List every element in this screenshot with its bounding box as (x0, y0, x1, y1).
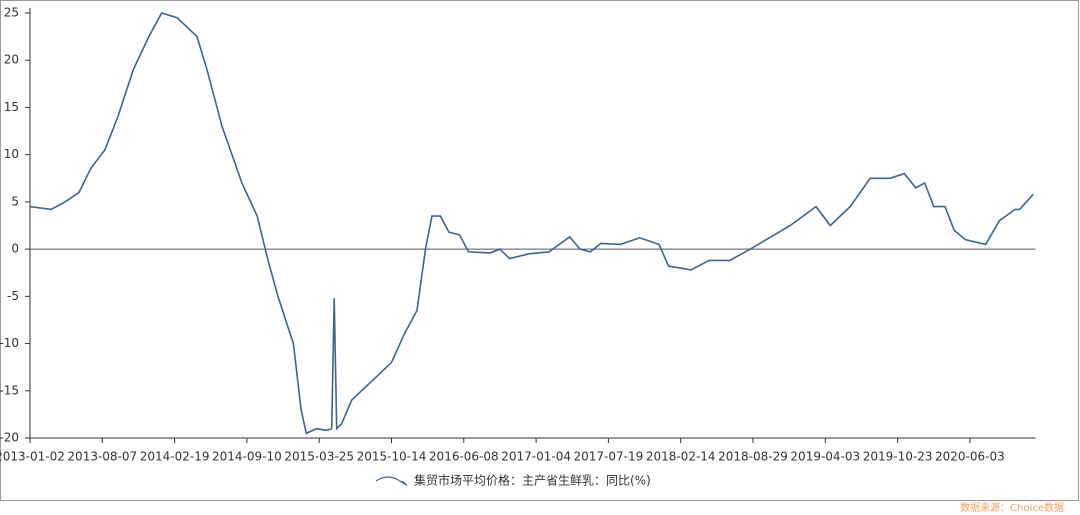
x-tick-label: 2018-02-14 (646, 450, 716, 464)
x-tick-label: 2016-06-08 (429, 450, 499, 464)
x-tick-label: 2019-04-03 (790, 450, 860, 464)
series-line (29, 12, 1034, 435)
y-tick-label: 25 (4, 6, 19, 20)
x-tick-label: 2017-01-04 (501, 450, 571, 464)
y-tick-label: 20 (4, 53, 19, 67)
x-tick-label: 2014-02-19 (140, 450, 210, 464)
x-tick-label: 2013-01-02 (0, 450, 65, 464)
x-tick-label: 2015-03-25 (284, 450, 354, 464)
x-tick-label: 2015-10-14 (357, 450, 427, 464)
y-tick-label: -15 (0, 383, 19, 397)
source-note: 数据来源：Choice数据 (960, 501, 1064, 514)
y-tick-label: 0 (11, 242, 19, 256)
x-tick-label: 2013-08-07 (67, 450, 137, 464)
y-tick-label: 15 (4, 100, 19, 114)
x-tick-label: 2014-09-10 (212, 450, 282, 464)
x-tick-label: 2018-08-29 (718, 450, 788, 464)
frame (0, 0, 1079, 501)
legend-label: 集贸市场平均价格：主产省生鲜乳：同比(%) (414, 473, 651, 488)
x-tick-label: 2020-06-03 (935, 450, 1005, 464)
legend-swatch (375, 476, 408, 486)
y-tick-label: 10 (4, 147, 19, 161)
y-tick-label: -5 (7, 289, 19, 303)
x-tick-label: 2017-07-19 (574, 450, 644, 464)
x-tick-label: 2019-10-23 (863, 450, 933, 464)
y-tick-label: 5 (11, 194, 19, 208)
y-tick-label: -20 (0, 431, 19, 445)
y-tick-label: -10 (0, 336, 19, 350)
